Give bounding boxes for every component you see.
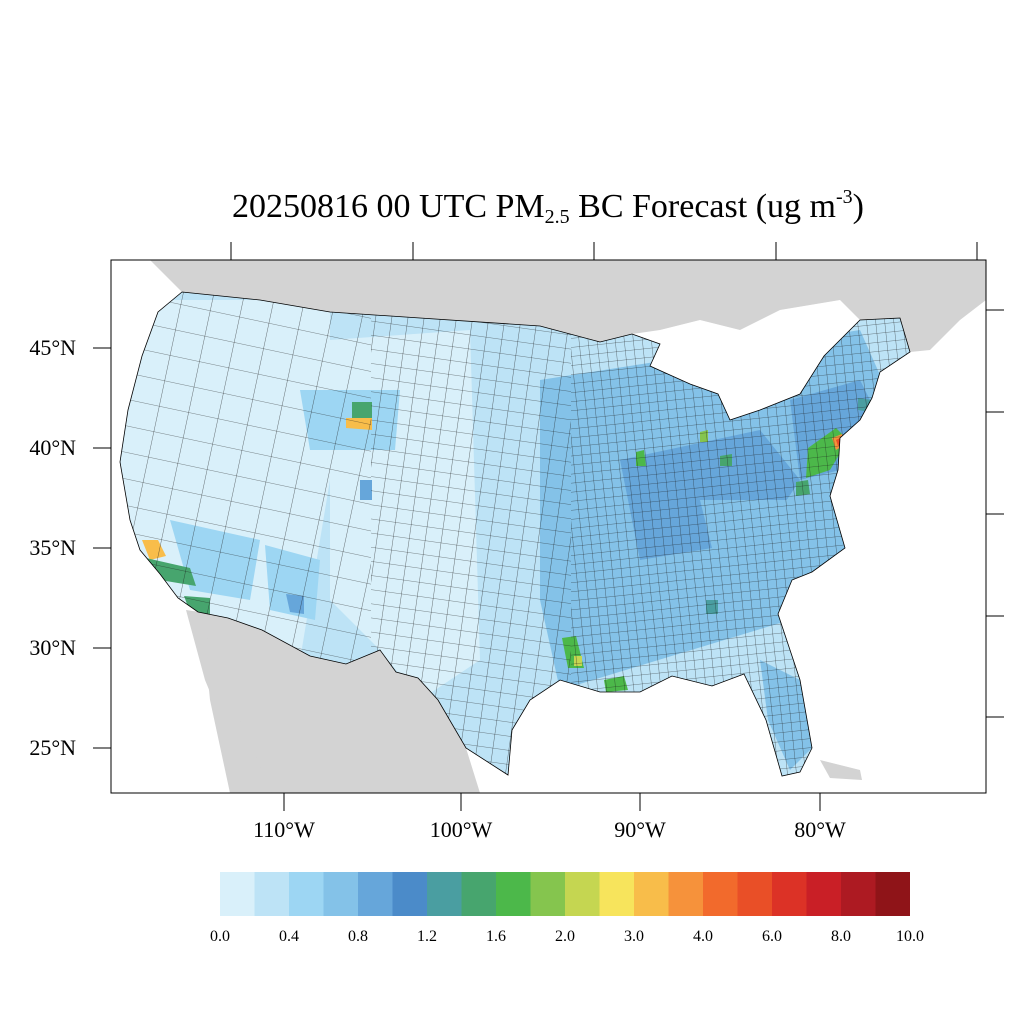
lon-label-80: 80°W xyxy=(794,817,846,842)
colorbar-tick-label: 10.0 xyxy=(896,928,924,945)
colorbar-swatch xyxy=(427,872,462,916)
colorbar xyxy=(220,872,910,916)
colorbar-swatch xyxy=(461,872,497,916)
lat-label-40: 40°N xyxy=(29,435,76,460)
lat-label-25: 25°N xyxy=(29,735,76,760)
lon-label-110: 110°W xyxy=(253,817,315,842)
colorbar-swatch xyxy=(841,872,876,916)
colorbar-tick-label: 0.4 xyxy=(279,928,299,945)
lon-label-100: 100°W xyxy=(429,817,493,842)
colorbar-tick-label: 1.2 xyxy=(417,928,437,945)
us-outline xyxy=(119,291,911,777)
colorbar-tick-label: 2.0 xyxy=(555,928,575,945)
colorbar-swatch xyxy=(599,872,635,916)
tick-marks xyxy=(93,242,1004,811)
colorbar-swatch xyxy=(634,872,669,916)
lon-label-90: 90°W xyxy=(614,817,666,842)
colorbar-tick-label: 1.6 xyxy=(486,928,506,945)
mexico-landmass xyxy=(198,612,480,793)
colorbar-swatch xyxy=(254,872,290,916)
map-frame xyxy=(110,259,987,794)
lat-label-45: 45°N xyxy=(29,335,76,360)
baja-landmass xyxy=(186,610,272,793)
lat-label-30: 30°N xyxy=(29,635,76,660)
colorbar-swatch xyxy=(668,872,704,916)
colorbar-swatch xyxy=(565,872,600,916)
colorbar-swatch xyxy=(737,872,773,916)
colorbar-swatch xyxy=(703,872,738,916)
colorbar-swatch xyxy=(806,872,842,916)
canada-landmass xyxy=(111,260,986,352)
caribbean-landmass xyxy=(820,760,862,780)
colorbar-swatch xyxy=(496,872,531,916)
colorbar-tick-label: 0.8 xyxy=(348,928,368,945)
colorbar-swatch xyxy=(220,872,255,916)
colorbar-swatch xyxy=(358,872,393,916)
colorbar-tick-label: 3.0 xyxy=(624,928,644,945)
colorbar-tick-label: 8.0 xyxy=(831,928,851,945)
colorbar-tick-label: 4.0 xyxy=(693,928,713,945)
colorbar-swatch xyxy=(323,872,359,916)
lat-label-35: 35°N xyxy=(29,535,76,560)
colorbar-swatch xyxy=(772,872,807,916)
colorbar-tick-label: 0.0 xyxy=(210,928,230,945)
colorbar-swatch xyxy=(392,872,428,916)
colorbar-swatch xyxy=(289,872,324,916)
colorbar-swatch xyxy=(875,872,910,916)
colorbar-tick-label: 6.0 xyxy=(762,928,782,945)
map-title: 20250816 00 UTC PM2.5 BC Forecast (ug m-… xyxy=(232,186,864,228)
colorbar-swatch xyxy=(530,872,566,916)
